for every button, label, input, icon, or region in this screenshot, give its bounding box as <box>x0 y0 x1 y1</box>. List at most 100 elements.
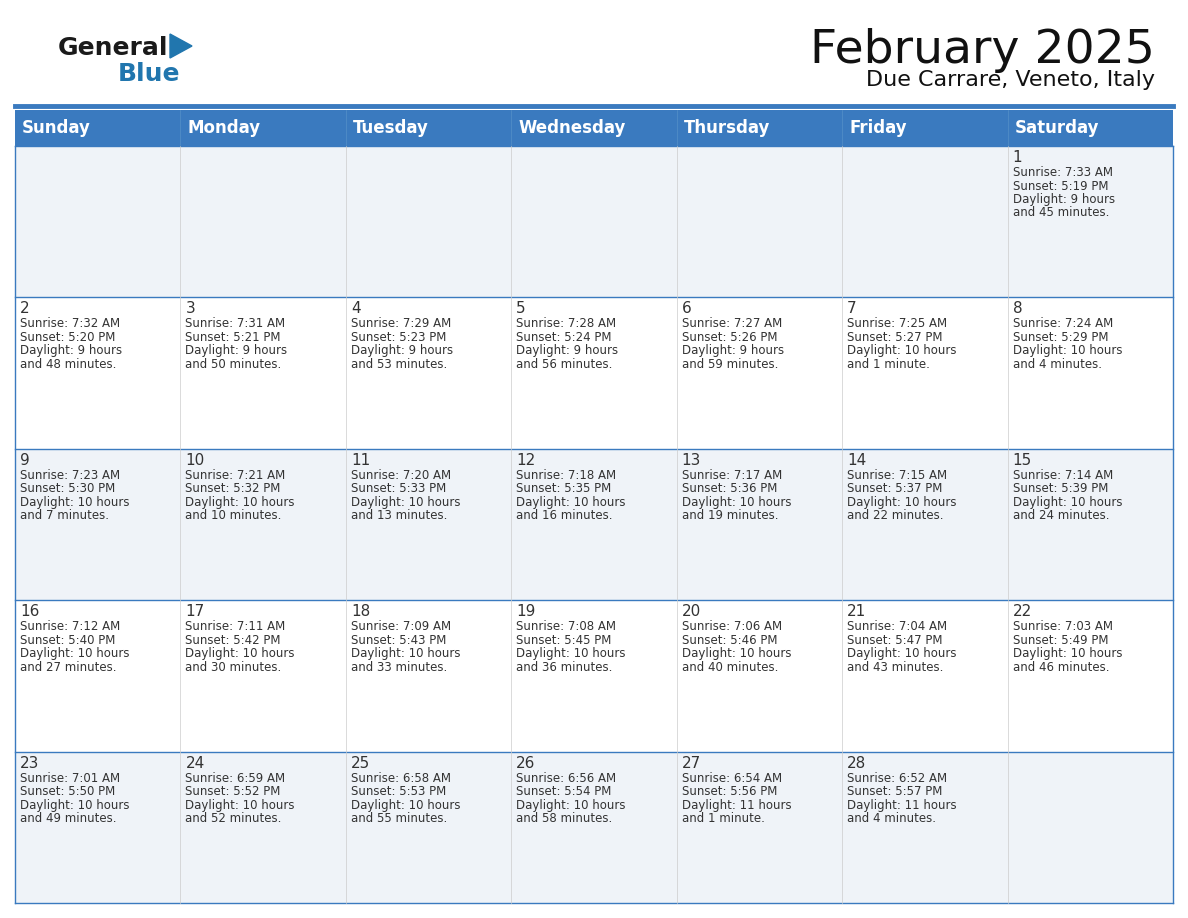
Text: 1: 1 <box>1012 150 1022 165</box>
Text: 2: 2 <box>20 301 30 317</box>
Text: Daylight: 9 hours: Daylight: 9 hours <box>20 344 122 357</box>
Text: Daylight: 11 hours: Daylight: 11 hours <box>682 799 791 812</box>
Bar <box>15 146 1173 297</box>
Text: 9: 9 <box>20 453 30 468</box>
Text: and 49 minutes.: and 49 minutes. <box>20 812 116 825</box>
Text: Sunrise: 6:52 AM: Sunrise: 6:52 AM <box>847 772 947 785</box>
Text: Daylight: 10 hours: Daylight: 10 hours <box>350 647 461 660</box>
Text: 13: 13 <box>682 453 701 468</box>
Text: and 56 minutes.: and 56 minutes. <box>517 358 613 371</box>
Text: Due Carrare, Veneto, Italy: Due Carrare, Veneto, Italy <box>866 70 1155 90</box>
Text: 17: 17 <box>185 604 204 620</box>
Text: Tuesday: Tuesday <box>353 119 429 137</box>
Bar <box>677 110 842 146</box>
Bar <box>1007 110 1173 146</box>
Text: Daylight: 10 hours: Daylight: 10 hours <box>517 799 626 812</box>
Text: Sunset: 5:36 PM: Sunset: 5:36 PM <box>682 482 777 496</box>
Text: Daylight: 10 hours: Daylight: 10 hours <box>1012 647 1123 660</box>
Text: Daylight: 10 hours: Daylight: 10 hours <box>1012 344 1123 357</box>
Text: Daylight: 11 hours: Daylight: 11 hours <box>847 799 956 812</box>
Text: Daylight: 10 hours: Daylight: 10 hours <box>517 647 626 660</box>
Text: and 22 minutes.: and 22 minutes. <box>847 509 943 522</box>
Text: Daylight: 9 hours: Daylight: 9 hours <box>517 344 619 357</box>
Text: Sunset: 5:50 PM: Sunset: 5:50 PM <box>20 785 115 798</box>
Text: Sunday: Sunday <box>23 119 90 137</box>
Text: Sunrise: 7:03 AM: Sunrise: 7:03 AM <box>1012 621 1113 633</box>
Text: 10: 10 <box>185 453 204 468</box>
Text: Sunset: 5:56 PM: Sunset: 5:56 PM <box>682 785 777 798</box>
Text: 22: 22 <box>1012 604 1032 620</box>
Bar <box>511 110 677 146</box>
Text: February 2025: February 2025 <box>810 28 1155 73</box>
Text: and 4 minutes.: and 4 minutes. <box>847 812 936 825</box>
Text: General: General <box>58 36 169 60</box>
Text: 19: 19 <box>517 604 536 620</box>
Text: Sunset: 5:47 PM: Sunset: 5:47 PM <box>847 633 942 646</box>
Text: Daylight: 10 hours: Daylight: 10 hours <box>20 496 129 509</box>
Text: Daylight: 10 hours: Daylight: 10 hours <box>682 496 791 509</box>
Text: Daylight: 10 hours: Daylight: 10 hours <box>20 799 129 812</box>
Text: Sunrise: 7:21 AM: Sunrise: 7:21 AM <box>185 469 285 482</box>
Text: Sunrise: 7:08 AM: Sunrise: 7:08 AM <box>517 621 617 633</box>
Text: 5: 5 <box>517 301 526 317</box>
Text: 27: 27 <box>682 756 701 770</box>
Text: Daylight: 10 hours: Daylight: 10 hours <box>350 496 461 509</box>
Text: Sunset: 5:53 PM: Sunset: 5:53 PM <box>350 785 447 798</box>
Text: Sunrise: 7:32 AM: Sunrise: 7:32 AM <box>20 318 120 330</box>
Bar <box>15 297 1173 449</box>
Text: and 45 minutes.: and 45 minutes. <box>1012 207 1108 219</box>
Bar <box>181 110 346 146</box>
Text: 11: 11 <box>350 453 371 468</box>
Text: Sunset: 5:21 PM: Sunset: 5:21 PM <box>185 330 280 344</box>
Text: and 13 minutes.: and 13 minutes. <box>350 509 447 522</box>
Text: 12: 12 <box>517 453 536 468</box>
Bar <box>15 600 1173 752</box>
Text: Sunrise: 7:24 AM: Sunrise: 7:24 AM <box>1012 318 1113 330</box>
Text: Sunrise: 7:28 AM: Sunrise: 7:28 AM <box>517 318 617 330</box>
Text: Sunrise: 7:25 AM: Sunrise: 7:25 AM <box>847 318 947 330</box>
Text: Daylight: 9 hours: Daylight: 9 hours <box>1012 193 1114 206</box>
Text: and 10 minutes.: and 10 minutes. <box>185 509 282 522</box>
Bar <box>15 110 181 146</box>
Text: Sunset: 5:19 PM: Sunset: 5:19 PM <box>1012 180 1108 193</box>
Text: and 24 minutes.: and 24 minutes. <box>1012 509 1110 522</box>
Text: Sunrise: 7:04 AM: Sunrise: 7:04 AM <box>847 621 947 633</box>
Text: Sunset: 5:26 PM: Sunset: 5:26 PM <box>682 330 777 344</box>
Text: Sunrise: 7:14 AM: Sunrise: 7:14 AM <box>1012 469 1113 482</box>
Text: Sunset: 5:43 PM: Sunset: 5:43 PM <box>350 633 447 646</box>
Text: Daylight: 10 hours: Daylight: 10 hours <box>1012 496 1123 509</box>
Bar <box>842 110 1007 146</box>
Text: Sunset: 5:30 PM: Sunset: 5:30 PM <box>20 482 115 496</box>
Text: 14: 14 <box>847 453 866 468</box>
Bar <box>346 110 511 146</box>
Text: Sunset: 5:52 PM: Sunset: 5:52 PM <box>185 785 280 798</box>
Text: Saturday: Saturday <box>1015 119 1099 137</box>
Text: Sunrise: 7:12 AM: Sunrise: 7:12 AM <box>20 621 120 633</box>
Text: Daylight: 10 hours: Daylight: 10 hours <box>350 799 461 812</box>
Text: 18: 18 <box>350 604 371 620</box>
Text: 8: 8 <box>1012 301 1022 317</box>
Text: 20: 20 <box>682 604 701 620</box>
Text: Blue: Blue <box>118 62 181 86</box>
Text: Daylight: 10 hours: Daylight: 10 hours <box>517 496 626 509</box>
Text: Sunrise: 7:06 AM: Sunrise: 7:06 AM <box>682 621 782 633</box>
Text: Friday: Friday <box>849 119 906 137</box>
Text: Sunset: 5:54 PM: Sunset: 5:54 PM <box>517 785 612 798</box>
Text: Sunset: 5:29 PM: Sunset: 5:29 PM <box>1012 330 1108 344</box>
Text: Sunset: 5:46 PM: Sunset: 5:46 PM <box>682 633 777 646</box>
Text: Sunrise: 7:27 AM: Sunrise: 7:27 AM <box>682 318 782 330</box>
Text: Sunset: 5:45 PM: Sunset: 5:45 PM <box>517 633 612 646</box>
Text: Thursday: Thursday <box>684 119 770 137</box>
Text: 15: 15 <box>1012 453 1032 468</box>
Text: Sunrise: 7:23 AM: Sunrise: 7:23 AM <box>20 469 120 482</box>
Text: 16: 16 <box>20 604 39 620</box>
Text: and 36 minutes.: and 36 minutes. <box>517 661 613 674</box>
Text: and 55 minutes.: and 55 minutes. <box>350 812 447 825</box>
Text: 28: 28 <box>847 756 866 770</box>
Text: Daylight: 10 hours: Daylight: 10 hours <box>20 647 129 660</box>
Text: Daylight: 10 hours: Daylight: 10 hours <box>185 496 295 509</box>
Text: and 46 minutes.: and 46 minutes. <box>1012 661 1110 674</box>
Text: Sunrise: 7:20 AM: Sunrise: 7:20 AM <box>350 469 451 482</box>
Text: Sunrise: 6:54 AM: Sunrise: 6:54 AM <box>682 772 782 785</box>
Text: Sunset: 5:35 PM: Sunset: 5:35 PM <box>517 482 612 496</box>
